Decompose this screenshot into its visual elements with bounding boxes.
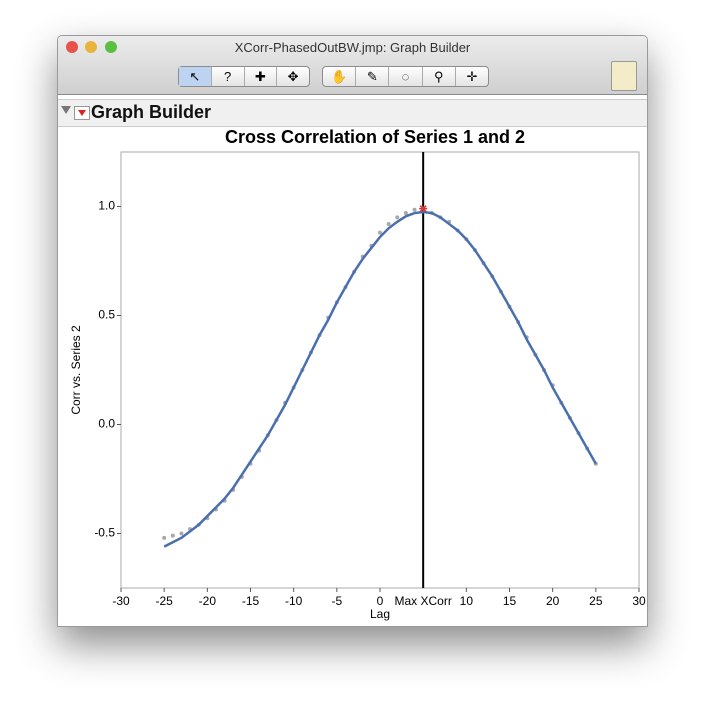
x-axis-label: Lag <box>370 607 390 621</box>
data-point <box>162 535 167 540</box>
lasso-tool[interactable]: ◌ <box>389 67 423 86</box>
x-tick-label: -20 <box>199 594 217 608</box>
x-tick-label: 10 <box>460 594 474 608</box>
title-bar: XCorr-PhasedOutBW.jmp: Graph Builder ↖ ?… <box>58 36 647 95</box>
x-tick-label: 30 <box>632 594 646 608</box>
tool-group: ✋ ✎ ◌ ⚲ ✛ <box>322 66 489 87</box>
hand-tool[interactable]: ✋ <box>323 67 357 86</box>
y-tick-label: -0.5 <box>94 526 115 540</box>
data-point <box>179 531 184 536</box>
panel-header: Graph Builder <box>58 99 647 127</box>
minimize-button[interactable] <box>85 41 97 53</box>
jmp-icon[interactable] <box>611 61 637 91</box>
reference-line-label: Max XCorr <box>394 594 451 608</box>
chart-title: Cross Correlation of Series 1 and 2 <box>225 127 525 147</box>
tool-group: ↖ ? ✚ ✥ <box>178 66 310 87</box>
x-tick-label: 0 <box>377 594 384 608</box>
x-tick-label: 20 <box>546 594 560 608</box>
y-tick-label: 0.0 <box>98 417 115 431</box>
data-point <box>403 211 408 216</box>
help-tool[interactable]: ? <box>212 67 245 86</box>
data-point <box>378 230 382 235</box>
max-marker <box>419 205 428 213</box>
window-title: XCorr-PhasedOutBW.jmp: Graph Builder <box>234 40 471 55</box>
plot-frame <box>120 151 640 589</box>
x-tick-label: 15 <box>503 594 517 608</box>
y-axis-label: Corr vs. Series 2 <box>69 325 83 415</box>
arrow-tool[interactable]: ↖ <box>179 67 212 86</box>
window: XCorr-PhasedOutBW.jmp: Graph Builder ↖ ?… <box>57 35 648 627</box>
grabber-tool[interactable]: ✥ <box>287 69 299 84</box>
data-point <box>412 207 417 212</box>
x-tick-label: -5 <box>331 594 342 608</box>
data-point <box>386 221 391 226</box>
y-tick-label: 1.0 <box>98 199 115 213</box>
x-tick-label: -25 <box>155 594 173 608</box>
disclosure-triangle[interactable] <box>61 106 71 114</box>
annotate-tool[interactable]: ✛ <box>466 69 478 84</box>
x-tick-label: 25 <box>589 594 603 608</box>
fit-line <box>163 210 597 548</box>
y-tick-label: 0.5 <box>98 308 115 322</box>
data-point <box>170 533 175 538</box>
x-tick-label: -10 <box>285 594 303 608</box>
panel-title: Graph Builder <box>91 102 212 122</box>
zoom-button[interactable] <box>105 41 117 53</box>
x-tick-label: -30 <box>112 594 130 608</box>
zoom-tool[interactable]: ⚲ <box>423 67 456 86</box>
data-point <box>395 215 400 220</box>
red-menu[interactable] <box>74 106 90 120</box>
crosshair-tool[interactable]: ✚ <box>245 67 278 86</box>
close-button[interactable] <box>66 41 78 53</box>
brush-tool[interactable]: ✎ <box>356 67 390 86</box>
x-tick-label: -15 <box>242 594 260 608</box>
